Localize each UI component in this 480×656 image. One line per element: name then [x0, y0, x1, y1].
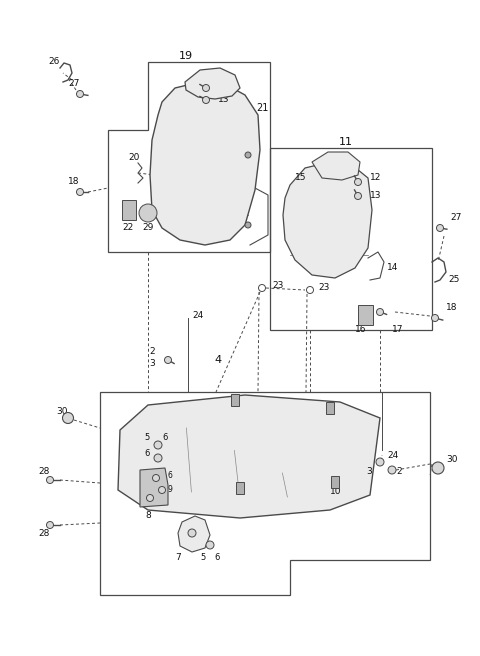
Text: 5: 5 [201, 554, 206, 562]
Circle shape [307, 287, 313, 293]
Bar [236, 482, 244, 494]
Circle shape [146, 495, 154, 501]
Text: 8: 8 [145, 512, 151, 520]
Circle shape [154, 454, 162, 462]
Text: 17: 17 [392, 325, 404, 335]
Circle shape [62, 413, 73, 424]
Text: 2: 2 [396, 468, 402, 476]
Circle shape [203, 96, 209, 104]
Bar [358, 305, 373, 325]
Bar [331, 476, 339, 488]
Circle shape [76, 91, 84, 98]
Text: 24: 24 [387, 451, 398, 459]
Text: 27: 27 [68, 79, 79, 89]
Text: 6: 6 [162, 434, 168, 443]
Text: 13: 13 [370, 190, 382, 199]
Text: 14: 14 [387, 264, 398, 272]
Text: 9: 9 [168, 485, 173, 495]
Text: 13: 13 [218, 96, 229, 104]
Circle shape [165, 356, 171, 363]
Text: 30: 30 [446, 455, 457, 464]
Text: 27: 27 [450, 213, 461, 222]
Bar [122, 200, 136, 220]
Circle shape [188, 529, 196, 537]
Circle shape [245, 222, 251, 228]
Circle shape [203, 85, 209, 91]
Text: 26: 26 [48, 58, 60, 66]
Circle shape [432, 314, 439, 321]
Text: 3: 3 [366, 468, 372, 476]
Text: 2: 2 [149, 348, 155, 356]
Text: 25: 25 [448, 276, 459, 285]
Text: 28: 28 [38, 468, 49, 476]
Text: 22: 22 [122, 224, 133, 232]
Text: 9: 9 [156, 495, 161, 504]
Circle shape [432, 462, 444, 474]
Text: 6: 6 [214, 554, 219, 562]
Circle shape [259, 285, 265, 291]
Text: 3: 3 [149, 359, 155, 369]
Polygon shape [185, 68, 240, 99]
Bar [270, 148, 432, 330]
Text: 11: 11 [339, 137, 353, 147]
Text: 12: 12 [370, 173, 382, 182]
Polygon shape [118, 395, 380, 518]
Text: 16: 16 [355, 325, 367, 335]
Polygon shape [312, 152, 360, 180]
Circle shape [47, 522, 53, 529]
Text: 29: 29 [142, 224, 154, 232]
Text: 4: 4 [215, 355, 222, 365]
Circle shape [158, 487, 166, 493]
Text: 23: 23 [318, 283, 329, 291]
Text: 24: 24 [192, 310, 203, 319]
Text: 19: 19 [179, 51, 193, 61]
Text: 18: 18 [68, 178, 80, 186]
Bar [231, 394, 239, 406]
Text: 23: 23 [272, 281, 283, 289]
Polygon shape [283, 162, 372, 278]
Text: 12: 12 [218, 81, 229, 89]
Text: 15: 15 [295, 173, 307, 182]
Circle shape [376, 308, 384, 316]
Text: 5: 5 [145, 434, 150, 443]
Circle shape [388, 466, 396, 474]
Circle shape [376, 458, 384, 466]
Bar [326, 402, 334, 414]
Circle shape [139, 204, 157, 222]
Text: 21: 21 [256, 103, 268, 113]
Text: 7: 7 [175, 554, 181, 562]
Circle shape [245, 152, 251, 158]
Text: 6: 6 [144, 449, 150, 457]
Text: 10: 10 [330, 487, 341, 497]
Circle shape [76, 188, 84, 195]
Text: 20: 20 [128, 154, 139, 163]
Circle shape [47, 476, 53, 483]
Polygon shape [178, 516, 210, 552]
Circle shape [355, 192, 361, 199]
Circle shape [206, 541, 214, 549]
Polygon shape [140, 468, 168, 507]
Text: 30: 30 [56, 407, 68, 415]
Text: 28: 28 [38, 529, 49, 537]
Circle shape [436, 224, 444, 232]
Circle shape [153, 474, 159, 482]
Text: 6: 6 [168, 472, 173, 480]
Circle shape [154, 441, 162, 449]
Polygon shape [150, 82, 260, 245]
Text: 18: 18 [446, 304, 457, 312]
Circle shape [355, 178, 361, 186]
